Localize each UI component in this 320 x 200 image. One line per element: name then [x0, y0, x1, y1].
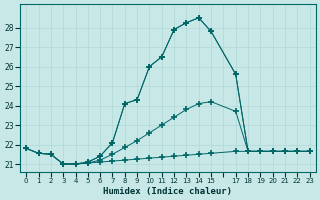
X-axis label: Humidex (Indice chaleur): Humidex (Indice chaleur) [103, 187, 232, 196]
